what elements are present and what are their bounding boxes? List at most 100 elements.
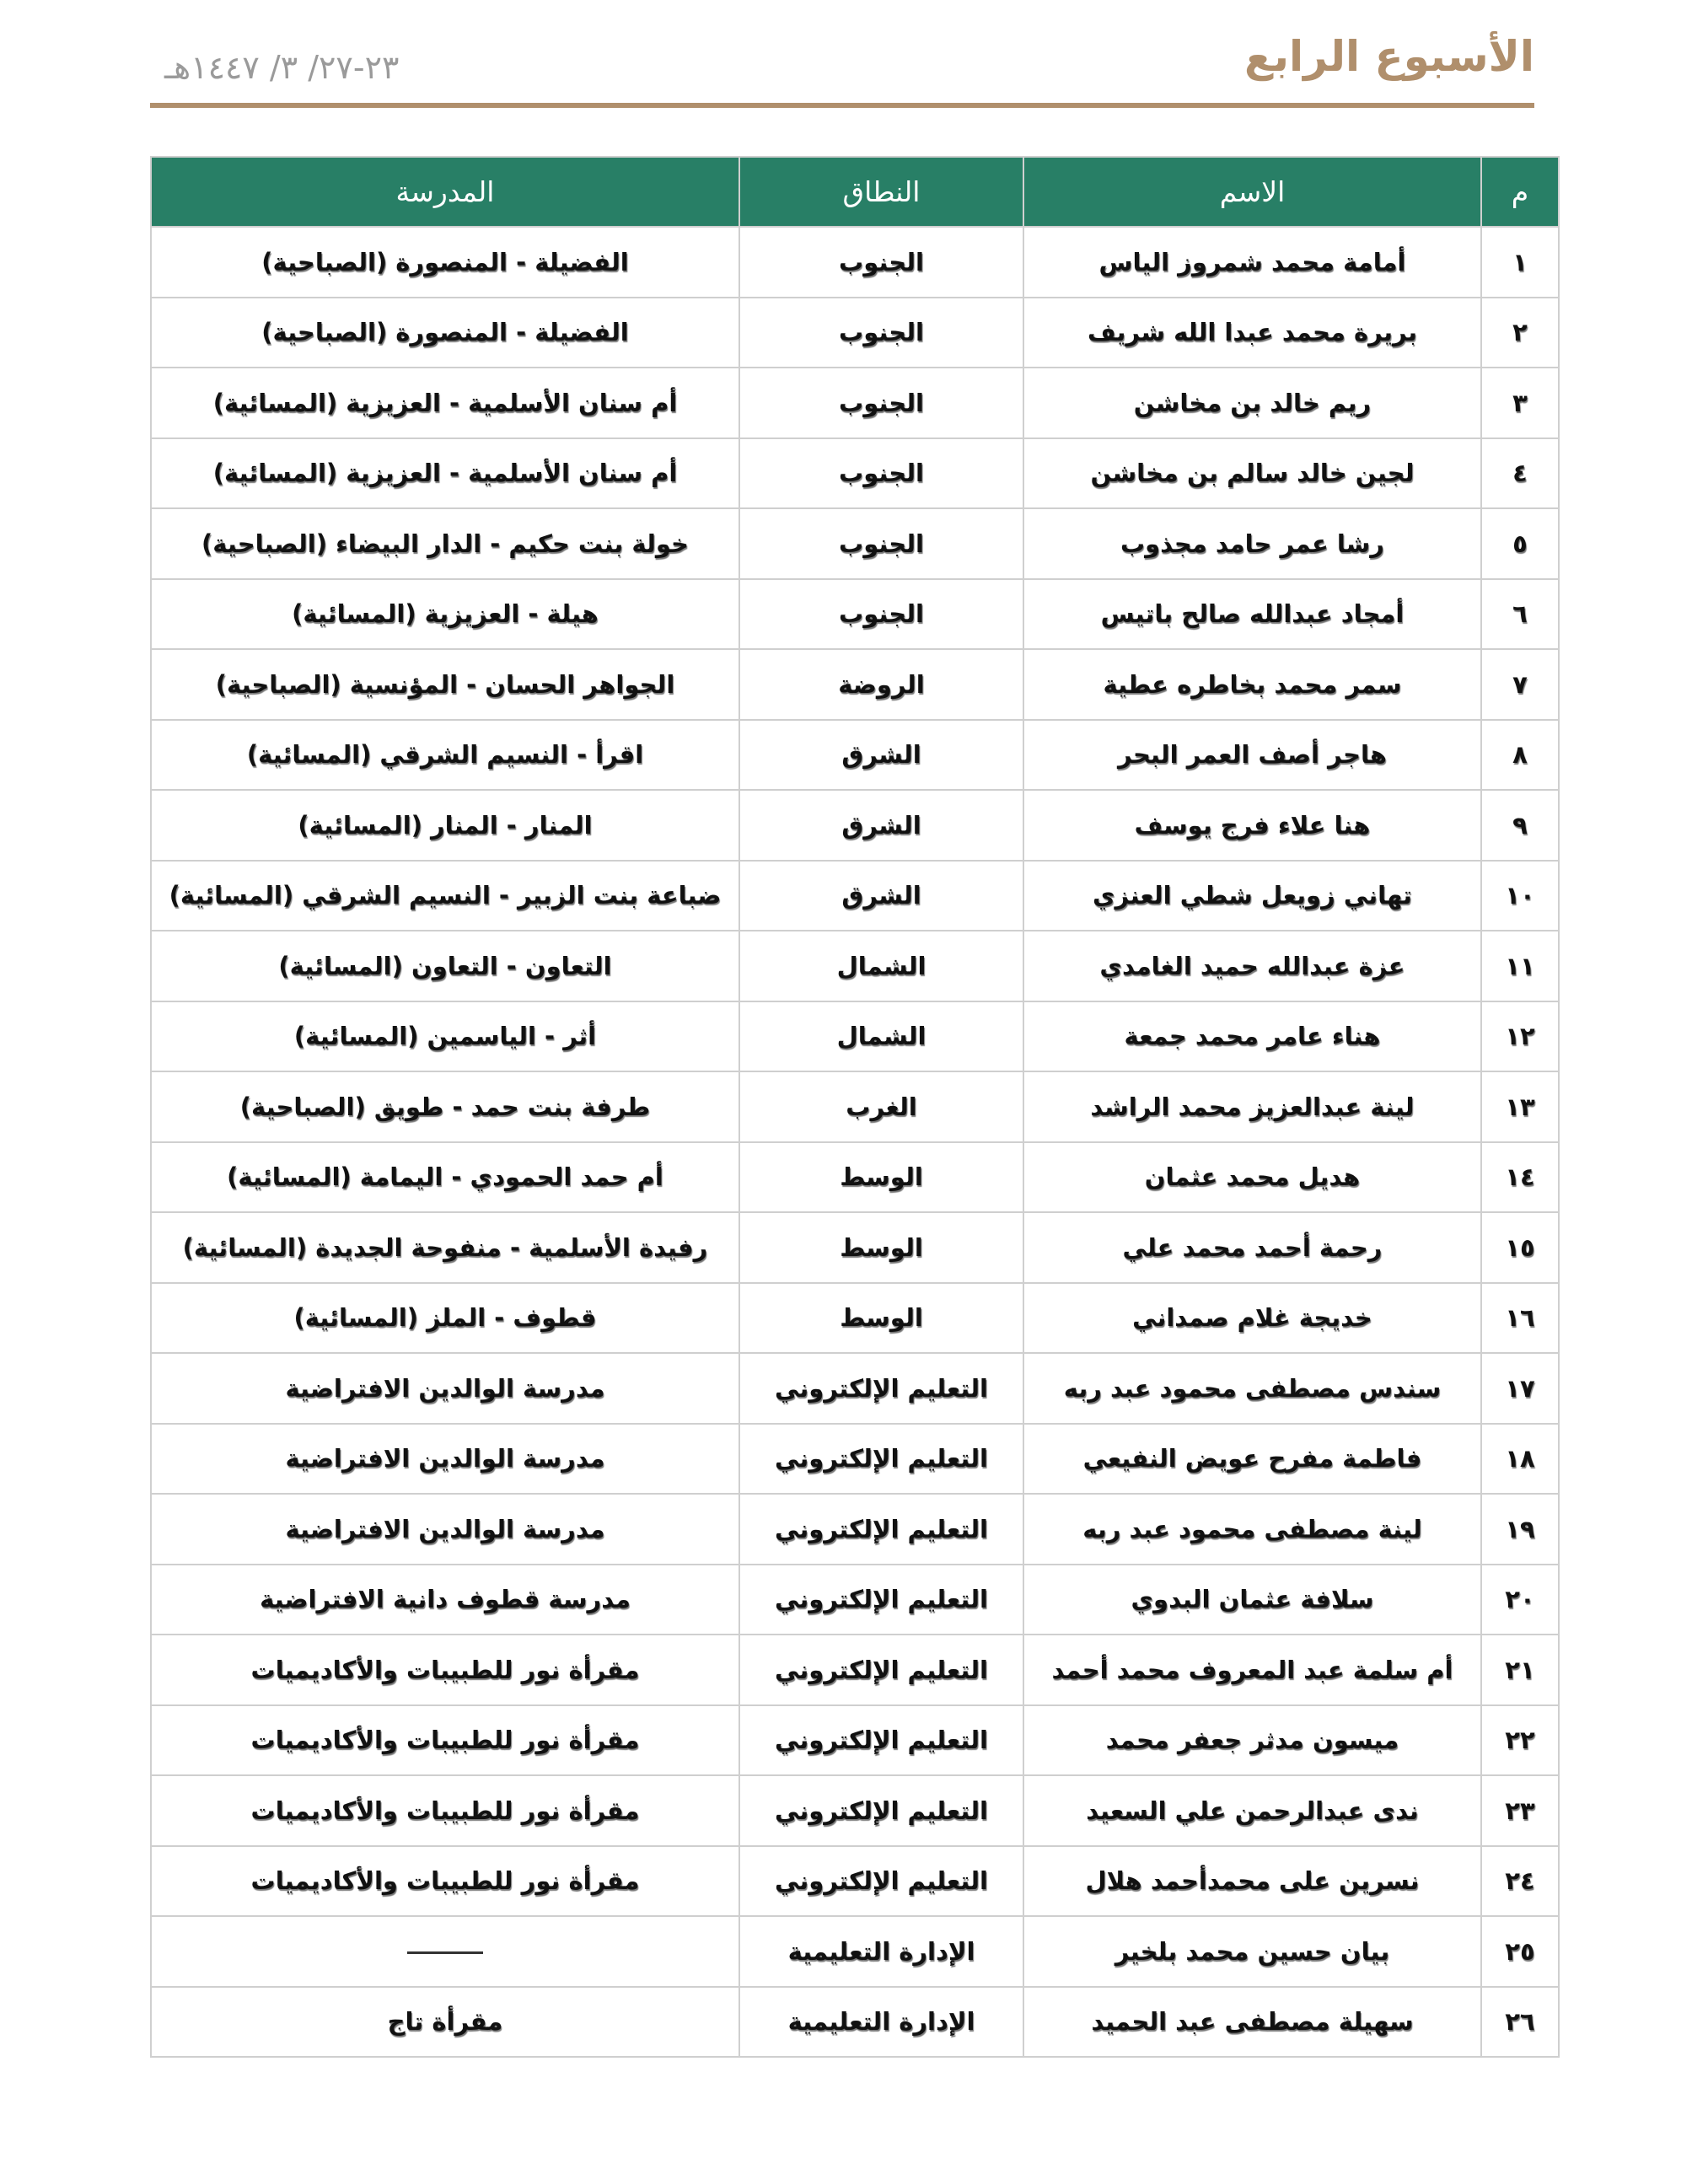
- cell-name: ريم خالد بن مخاشن: [1023, 367, 1482, 439]
- cell-region: الجنوب: [739, 437, 1024, 509]
- cell-region: الغرب: [739, 1071, 1024, 1143]
- cell-school: مدرسة قطوف دانية الافتراضية: [150, 1563, 740, 1635]
- cell-number: ١٩: [1480, 1493, 1560, 1565]
- cell-school: أثر - الياسمين (المسائية): [150, 1000, 740, 1072]
- cell-region: الشرق: [739, 859, 1024, 931]
- title-divider: [150, 103, 1534, 108]
- cell-region: الإدارة التعليمية: [739, 1985, 1024, 2058]
- table-row: ٣ ريم خالد بن مخاشن الجنوب أم سنان الأسلمية…: [150, 367, 1560, 439]
- cell-region: الوسط: [739, 1281, 1024, 1354]
- cell-name: سمر محمد بخاطره عطية: [1023, 648, 1482, 721]
- cell-region: الوسط: [739, 1141, 1024, 1213]
- table-row: ١ أمامة محمد شمروز الياس الجنوب الفضيلة - ا…: [150, 226, 1560, 298]
- cell-name: نسرين على محمدأحمد هلال: [1023, 1844, 1482, 1917]
- table-row: ٢١ أم سلمة عبد المعروف محمد أحمد التعليم ا…: [150, 1634, 1560, 1706]
- cell-name: رحمة أحمد محمد علي: [1023, 1211, 1482, 1284]
- table-row: ٩ هنا علاء فرج يوسف الشرق المنار - المنار (…: [150, 789, 1560, 862]
- cell-school: [150, 1915, 740, 1988]
- cell-region: الشمال: [739, 1000, 1024, 1072]
- cell-name: رشا عمر حامد مجذوب: [1023, 507, 1482, 580]
- cell-name: هديل محمد عثمان: [1023, 1141, 1482, 1213]
- cell-number: ٢٢: [1480, 1704, 1560, 1776]
- cell-name: سهيلة مصطفى عبد الحميد: [1023, 1985, 1482, 2058]
- table-row: ٢٤ نسرين على محمدأحمد هلال التعليم الإلكتر…: [150, 1844, 1560, 1917]
- cell-school: قطوف - الملز (المسائية): [150, 1281, 740, 1354]
- cell-number: ١٠: [1480, 859, 1560, 931]
- table-row: ١٤ هديل محمد عثمان الوسط أم حمد الحمودي - ا…: [150, 1141, 1560, 1213]
- cell-region: الجنوب: [739, 577, 1024, 650]
- table-row: ٥ رشا عمر حامد مجذوب الجنوب خولة بنت حكيم -…: [150, 507, 1560, 580]
- cell-region: التعليم الإلكتروني: [739, 1844, 1024, 1917]
- cell-number: ٥: [1480, 507, 1560, 580]
- table-row: ٢٢ ميسون مدثر جعفر محمد التعليم الإلكتروني…: [150, 1704, 1560, 1776]
- cell-number: ٣: [1480, 367, 1560, 439]
- cell-number: ٢٠: [1480, 1563, 1560, 1635]
- cell-name: أم سلمة عبد المعروف محمد أحمد: [1023, 1634, 1482, 1706]
- cell-school: مقرأة نور للطبيبات والأكاديميات: [150, 1774, 740, 1847]
- cell-name: بيان حسين محمد بلخير: [1023, 1915, 1482, 1988]
- cell-number: ٩: [1480, 789, 1560, 862]
- table-row: ١٥ رحمة أحمد محمد علي الوسط رفيدة الأسلمية …: [150, 1211, 1560, 1284]
- cell-region: الإدارة التعليمية: [739, 1915, 1024, 1988]
- table-row: ٢ بريرة محمد عبدا الله شريف الجنوب الفضيلة …: [150, 296, 1560, 368]
- cell-school: هيلة - العزيزية (المسائية): [150, 577, 740, 650]
- cell-name: لينة مصطفى محمود عبد ربه: [1023, 1493, 1482, 1565]
- cell-name: تهاني زويعل شطي العنزي: [1023, 859, 1482, 931]
- cell-number: ١٦: [1480, 1281, 1560, 1354]
- cell-region: الوسط: [739, 1211, 1024, 1284]
- table-row: ٦ أمجاد عبدالله صالح باتيس الجنوب هيلة - ال…: [150, 577, 1560, 650]
- table-row: ٢٠ سلافة عثمان البدوي التعليم الإلكتروني مد…: [150, 1563, 1560, 1635]
- cell-name: ندى عبدالرحمن علي السعيد: [1023, 1774, 1482, 1847]
- cell-school: الجواهر الحسان - المؤنسية (الصباحية): [150, 648, 740, 721]
- cell-school: مقرأة نور للطبيبات والأكاديميات: [150, 1704, 740, 1776]
- table-row: ٢٦ سهيلة مصطفى عبد الحميد الإدارة التعليمي…: [150, 1985, 1560, 2058]
- cell-region: الشمال: [739, 930, 1024, 1002]
- schedule-table: م الاسم النطاق المدرسة ١ أمامة محمد شمروز…: [150, 156, 1560, 2058]
- cell-region: الجنوب: [739, 507, 1024, 580]
- cell-number: ١٣: [1480, 1071, 1560, 1143]
- cell-region: الشرق: [739, 718, 1024, 791]
- table-row: ١١ عزة عبدالله حميد الغامدي الشمال التعاون …: [150, 930, 1560, 1002]
- cell-school: المنار - المنار (المسائية): [150, 789, 740, 862]
- table-row: ٢٣ ندى عبدالرحمن علي السعيد التعليم الإلكت…: [150, 1774, 1560, 1847]
- cell-number: ٢: [1480, 296, 1560, 368]
- cell-number: ١١: [1480, 930, 1560, 1002]
- cell-school: أم حمد الحمودي - اليمامة (المسائية): [150, 1141, 740, 1213]
- table-row: ٨ هاجر أصف العمر البحر الشرق اقرأ - النسيم …: [150, 718, 1560, 791]
- cell-region: التعليم الإلكتروني: [739, 1422, 1024, 1495]
- cell-name: عزة عبدالله حميد الغامدي: [1023, 930, 1482, 1002]
- cell-number: ٨: [1480, 718, 1560, 791]
- cell-region: التعليم الإلكتروني: [739, 1634, 1024, 1706]
- cell-number: ٧: [1480, 648, 1560, 721]
- column-header-school: المدرسة: [150, 156, 740, 228]
- table-row: ٤ لجين خالد سالم بن مخاشن الجنوب أم سنان ال…: [150, 437, 1560, 509]
- cell-school: مدرسة الوالدين الافتراضية: [150, 1352, 740, 1425]
- cell-region: التعليم الإلكتروني: [739, 1493, 1024, 1565]
- cell-region: الجنوب: [739, 367, 1024, 439]
- cell-region: التعليم الإلكتروني: [739, 1563, 1024, 1635]
- table-row: ١٨ فاطمة مفرح عويض النفيعي التعليم الإلكتر…: [150, 1422, 1560, 1495]
- cell-region: الجنوب: [739, 226, 1024, 298]
- table-row: ١٣ لينة عبدالعزيز محمد الراشد الغرب طرفة بن…: [150, 1071, 1560, 1143]
- column-header-name: الاسم: [1023, 156, 1482, 228]
- cell-name: ميسون مدثر جعفر محمد: [1023, 1704, 1482, 1776]
- cell-school: الفضيلة - المنصورة (الصباحية): [150, 226, 740, 298]
- cell-number: ٢١: [1480, 1634, 1560, 1706]
- cell-region: الشرق: [739, 789, 1024, 862]
- cell-number: ١٤: [1480, 1141, 1560, 1213]
- cell-number: ١: [1480, 226, 1560, 298]
- cell-name: أمامة محمد شمروز الياس: [1023, 226, 1482, 298]
- cell-name: هاجر أصف العمر البحر: [1023, 718, 1482, 791]
- cell-name: هنا علاء فرج يوسف: [1023, 789, 1482, 862]
- cell-school: الفضيلة - المنصورة (الصباحية): [150, 296, 740, 368]
- cell-school: أم سنان الأسلمية - العزيزية (المسائية): [150, 437, 740, 509]
- table-row: ١٩ لينة مصطفى محمود عبد ربه التعليم الإلكت…: [150, 1493, 1560, 1565]
- empty-dash: [407, 1951, 483, 1955]
- table-header-row: م الاسم النطاق المدرسة: [150, 156, 1560, 228]
- table-row: ١٧ سندس مصطفى محمود عبد ربه التعليم الإلكت…: [150, 1352, 1560, 1425]
- cell-school: مقرأة نور للطبيبات والأكاديميات: [150, 1634, 740, 1706]
- cell-school: رفيدة الأسلمية - منفوحة الجديدة (المسائي…: [150, 1211, 740, 1284]
- cell-name: هناء عامر محمد جمعة: [1023, 1000, 1482, 1072]
- cell-number: ٢٤: [1480, 1844, 1560, 1917]
- cell-number: ٦: [1480, 577, 1560, 650]
